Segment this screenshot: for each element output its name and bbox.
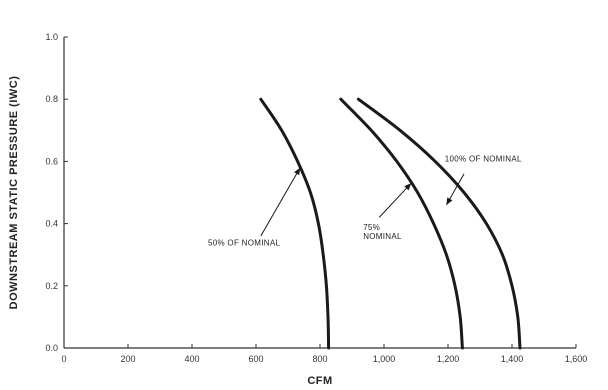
- x-tick-label: 400: [184, 354, 199, 364]
- annotation-arrowhead-1: [294, 167, 301, 176]
- annotation-label-1: 50% OF NOMINAL: [208, 238, 280, 247]
- series-line-3: [356, 97, 522, 350]
- x-tick-label: 800: [312, 354, 327, 364]
- y-tick-label: 0.0: [45, 343, 58, 353]
- x-tick-label: 1,600: [565, 354, 588, 364]
- series-line-2: [339, 97, 464, 350]
- x-tick-label: 1,200: [437, 354, 460, 364]
- annotation-arrowhead-2: [404, 183, 412, 191]
- x-tick-label: 1,400: [501, 354, 524, 364]
- x-axis-title: CFM: [307, 375, 332, 387]
- x-tick-label: 200: [120, 354, 135, 364]
- annotations: 50% OF NOMINAL 75%NOMINAL 100% OF NOMINAL: [208, 154, 522, 247]
- annotation-label-2: 75%: [363, 223, 380, 232]
- annotation-label-2: NOMINAL: [363, 232, 402, 241]
- series-line-1: [259, 97, 331, 350]
- y-tick-label: 1.0: [45, 32, 58, 42]
- y-axis-title: DOWNSTREAM STATIC PRESSURE (IWC): [8, 76, 20, 310]
- x-tick-label: 600: [248, 354, 263, 364]
- y-tick-label: 0.8: [45, 94, 58, 104]
- annotation-leader-2: [378, 182, 412, 218]
- y-tick-label: 0.6: [45, 156, 58, 166]
- x-tick-label: 1,000: [373, 354, 396, 364]
- annotation-leader-1: [260, 167, 301, 237]
- annotation-arrowhead-3: [446, 197, 453, 205]
- annotation-label-3: 100% OF NOMINAL: [445, 154, 522, 163]
- y-tick-label: 0.2: [45, 281, 58, 291]
- x-tick-label: 0: [61, 354, 66, 364]
- axes: 0 200 400 600 800 1,000 1,200 1,400 1,600 0.0 0.2 0…: [45, 32, 587, 364]
- series-group: [259, 97, 522, 350]
- y-tick-label: 0.4: [45, 219, 58, 229]
